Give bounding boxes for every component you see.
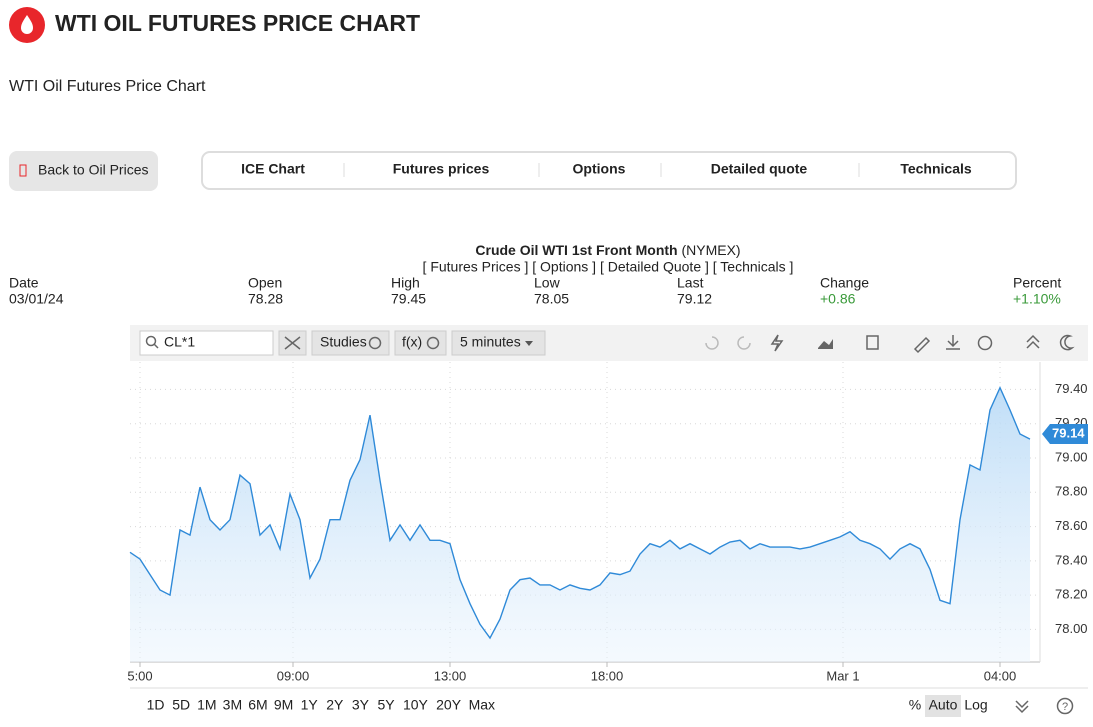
x-tick-label: Mar 1 [826,668,859,683]
field-value: +0.86 [820,291,856,307]
expand-icon[interactable] [1015,700,1029,714]
events-icon[interactable] [770,334,784,352]
range-button[interactable]: 5D [172,697,190,713]
chart-type-icon[interactable] [818,339,833,349]
settings-icon[interactable] [977,335,993,351]
download-icon[interactable] [946,335,960,350]
range-button[interactable]: 5Y [377,697,395,713]
tab-bar [201,151,1017,190]
area [130,387,1030,662]
layout-icon[interactable] [866,335,879,350]
studies-button[interactable] [311,330,390,356]
range-button[interactable]: 6M [248,697,267,713]
y-tick-label: 79.00 [1055,449,1088,464]
scale-button[interactable]: Auto [929,697,958,713]
x-tick-label: 04:00 [984,668,1017,683]
studies-label[interactable]: Studies [320,334,367,350]
back-button[interactable] [9,151,158,191]
field-value: 03/01/24 [9,291,64,307]
compare-icon [284,336,301,350]
field-label: Low [534,275,561,291]
field-value: 79.12 [677,291,712,307]
dropdown-arrow [525,341,533,346]
field-label: Open [248,275,282,291]
page-title: WTI OIL FUTURES PRICE CHART [55,10,420,36]
range-button[interactable]: 1Y [301,697,319,713]
y-tick-label: 78.20 [1055,587,1088,602]
search-icon [153,343,159,349]
fx-button[interactable] [394,330,447,356]
scale-button[interactable]: Log [964,697,987,713]
scale-button-bg [925,695,961,717]
field-value: +1.10% [1013,291,1061,307]
range-button[interactable]: 20Y [436,697,462,713]
x-tick-label: 13:00 [434,668,467,683]
price-line [129,385,1031,640]
range-button[interactable]: 9M [274,697,293,713]
tab[interactable]: Futures prices [393,161,490,177]
field-value: 78.28 [248,291,283,307]
y-tick-label: 78.60 [1055,518,1088,533]
interval-label[interactable]: 5 minutes [460,334,521,350]
last-price-label: 79.14 [1052,425,1085,440]
symbol[interactable]: CL*1 [164,334,195,350]
collapse-icon[interactable] [1026,334,1040,349]
last-price-tag [1042,424,1088,444]
field-value: 79.45 [391,291,426,307]
y-tick-label: 78.40 [1055,552,1088,567]
symbol-input[interactable] [139,330,274,356]
help-icon[interactable]: ? [1062,701,1068,713]
y-tick-label: 78.80 [1055,484,1088,499]
draw-icon[interactable] [913,336,931,354]
field-value: 78.05 [534,291,569,307]
redo-icon[interactable] [737,336,751,350]
tab[interactable]: ICE Chart [241,161,305,177]
range-button[interactable]: Max [469,697,495,713]
back-button-label[interactable]: Back to Oil Prices [38,162,148,178]
range-button[interactable]: 3M [223,697,242,713]
tab[interactable]: Detailed quote [711,161,808,177]
x-tick-label: 5:00 [127,668,152,683]
y-tick-label: 78.00 [1055,621,1088,636]
field-label: Last [677,275,704,291]
logo-drop [21,15,33,34]
search-icon [145,335,157,347]
theme-icon[interactable] [1059,334,1075,351]
range-button[interactable]: 3Y [352,697,370,713]
field-label: High [391,275,420,291]
y-tick-label: 79.40 [1055,381,1088,396]
plus-icon [426,336,440,350]
tab[interactable]: Technicals [900,161,972,177]
subtitle: WTI Oil Futures Price Chart [9,78,206,95]
range-button[interactable]: 1D [147,697,165,713]
plus-icon [368,336,382,350]
field-label: Percent [1013,275,1061,291]
tab[interactable]: Options [573,161,626,177]
fx-label[interactable]: f(x) [402,334,422,350]
help-icon[interactable] [1056,697,1074,715]
x-tick-label: 09:00 [277,668,310,683]
range-button[interactable]: 1M [197,697,216,713]
x-tick-label: 18:00 [591,668,624,683]
quote-links[interactable]: [ Futures Prices ] [ Options ] [ Detaile… [423,259,794,275]
back-icon [19,164,27,177]
scale-button[interactable]: % [909,697,921,713]
undo-icon[interactable] [705,336,719,350]
field-label: Change [820,275,869,291]
field-label: Date [9,275,39,291]
range-button[interactable]: 2Y [326,697,344,713]
chart-toolbar [130,325,1088,361]
quote-name: Crude Oil WTI 1st Front Month [475,242,677,258]
range-button[interactable]: 10Y [403,697,429,713]
toolbar-icons[interactable] [705,334,1075,354]
quote-title: Crude Oil WTI 1st Front Month (NYMEX) [475,242,740,258]
quote-exchange: (NYMEX) [681,242,740,258]
